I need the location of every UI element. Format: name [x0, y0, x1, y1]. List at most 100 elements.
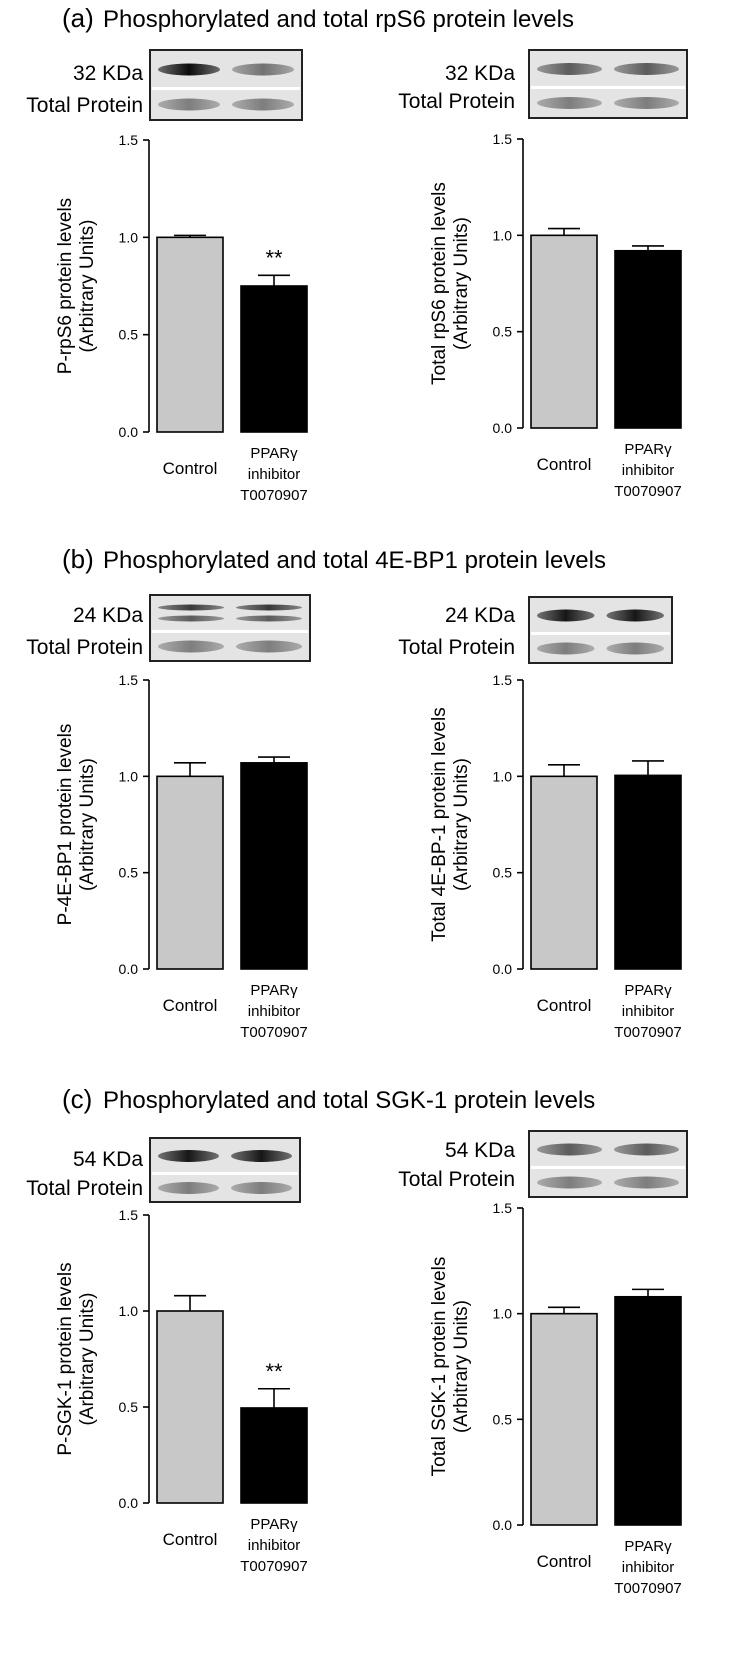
y-axis-title: P-4E-BP1 protein levels	[55, 724, 76, 926]
blot-band	[537, 1176, 602, 1189]
significance-mark: **	[265, 245, 283, 270]
blot-band	[232, 98, 294, 111]
bar	[240, 1407, 308, 1504]
chart-p-sgk1: 0.0 0.5 1.0 1.5 P-SGK-1 protein levels (Arbit…	[55, 1207, 308, 1575]
y-tick-label: 0.0	[493, 961, 513, 977]
chart-total-4ebp1: 0.0 0.5 1.0 1.5 Total 4E-BP-1 protein levels…	[429, 672, 682, 1041]
y-tick-label: 1.0	[119, 1303, 139, 1319]
panel-c-label: (c)	[62, 1084, 92, 1114]
bar	[156, 1310, 224, 1504]
blot-band	[537, 609, 595, 622]
bar	[614, 774, 682, 970]
blot-kda-label: 24 KDa	[445, 604, 515, 627]
blot-band	[236, 615, 302, 622]
y-tick-label: 1.0	[493, 768, 513, 784]
y-tick-label: 0.5	[119, 865, 139, 881]
category-label: inhibitor	[248, 1003, 301, 1020]
y-tick-label: 1.5	[493, 672, 513, 688]
blot-band	[158, 615, 224, 622]
category-label: T0070907	[614, 1580, 682, 1597]
category-label: T0070907	[614, 483, 682, 500]
blot-band	[537, 1143, 602, 1156]
blot-divider	[531, 86, 685, 89]
y-axis-title: Total 4E-BP-1 protein levels	[429, 707, 450, 941]
category-label: inhibitor	[622, 1559, 675, 1576]
panel-c-title: Phosphorylated and total SGK-1 protein l…	[103, 1087, 595, 1114]
blot-divider	[531, 1166, 685, 1169]
category-label: T0070907	[614, 1024, 682, 1041]
blot-band	[158, 1182, 219, 1194]
blot-total-protein-label: Total Protein	[26, 1177, 143, 1200]
category-label: inhibitor	[248, 1537, 301, 1554]
chart-p-rps6: 0.0 0.5 1.0 1.5 P-rpS6 protein levels (Arbitr…	[55, 132, 308, 504]
blot-band	[606, 642, 664, 655]
bar	[614, 249, 682, 429]
y-tick-label: 0.0	[119, 424, 139, 440]
panel-b-title: Phosphorylated and total 4E-BP1 protein …	[103, 547, 606, 574]
western-blot-image	[528, 49, 688, 119]
y-axis-units: (Arbitrary Units)	[451, 1300, 472, 1433]
y-axis-units: (Arbitrary Units)	[451, 758, 472, 891]
blot-divider	[152, 630, 308, 633]
category-label: Control	[163, 459, 218, 478]
panel-b-label: (b)	[62, 544, 94, 574]
blot-band	[158, 98, 220, 111]
blot-band	[537, 642, 595, 655]
category-label: PPARγ	[250, 445, 298, 462]
y-tick-label: 0.5	[119, 327, 139, 343]
panel-c-left-blot: 54 KDa Total Protein	[26, 1137, 301, 1203]
western-blot-image	[528, 596, 673, 664]
western-blot-image	[528, 1130, 688, 1198]
y-tick-label: 0.5	[493, 324, 513, 340]
western-blot-image	[149, 594, 311, 662]
blot-band	[236, 640, 302, 653]
blot-kda-label: 24 KDa	[73, 604, 143, 627]
blot-divider	[531, 632, 670, 635]
blot-band	[231, 1150, 292, 1162]
y-tick-label: 0.0	[119, 1495, 139, 1511]
category-label: PPARγ	[624, 441, 672, 458]
blot-divider	[152, 87, 300, 90]
bar	[240, 762, 308, 970]
panel-c-right-blot: 54 KDa Total Protein	[398, 1130, 688, 1198]
category-label: Control	[163, 1530, 218, 1549]
category-label: Control	[537, 1552, 592, 1571]
significance-mark: **	[265, 1359, 283, 1384]
bar	[530, 1312, 598, 1526]
chart-total-sgk1: 0.0 0.5 1.0 1.5 Total SGK-1 protein levels (A…	[429, 1200, 682, 1597]
category-label: T0070907	[240, 1558, 308, 1575]
blot-band	[614, 63, 679, 75]
category-label: PPARγ	[250, 1516, 298, 1533]
western-blot-image	[149, 1137, 301, 1203]
category-label: inhibitor	[248, 466, 301, 483]
y-tick-label: 0.5	[493, 865, 513, 881]
y-tick-label: 0.0	[493, 1517, 513, 1533]
bar	[614, 1295, 682, 1526]
category-label: PPARγ	[624, 982, 672, 999]
y-tick-label: 1.5	[119, 1207, 139, 1223]
chart-p-4ebp1: 0.0 0.5 1.0 1.5 P-4E-BP1 protein levels (Arbi…	[55, 672, 308, 1041]
y-tick-label: 1.0	[493, 1306, 513, 1322]
category-label: PPARγ	[624, 1538, 672, 1555]
panel-a-title: Phosphorylated and total rpS6 protein le…	[103, 6, 574, 33]
blot-kda-label: 54 KDa	[445, 1139, 515, 1162]
category-label: T0070907	[240, 487, 308, 504]
blot-band	[236, 604, 302, 611]
panel-a-label: (a)	[62, 3, 94, 33]
blot-band	[614, 1143, 679, 1156]
blot-kda-label: 32 KDa	[445, 62, 515, 85]
blot-band	[232, 63, 294, 76]
y-tick-label: 1.5	[493, 1200, 513, 1216]
y-axis-units: (Arbitrary Units)	[77, 219, 98, 352]
panel-c: (c) Phosphorylated and total SGK-1 prote…	[62, 1084, 595, 1114]
category-label: Control	[537, 455, 592, 474]
blot-total-protein-label: Total Protein	[26, 636, 143, 659]
blot-band	[537, 97, 602, 109]
blot-band	[158, 640, 224, 653]
category-label: inhibitor	[622, 462, 675, 479]
blot-band	[537, 63, 602, 75]
bar	[530, 775, 598, 970]
y-tick-label: 1.5	[119, 132, 139, 148]
bar	[156, 775, 224, 970]
